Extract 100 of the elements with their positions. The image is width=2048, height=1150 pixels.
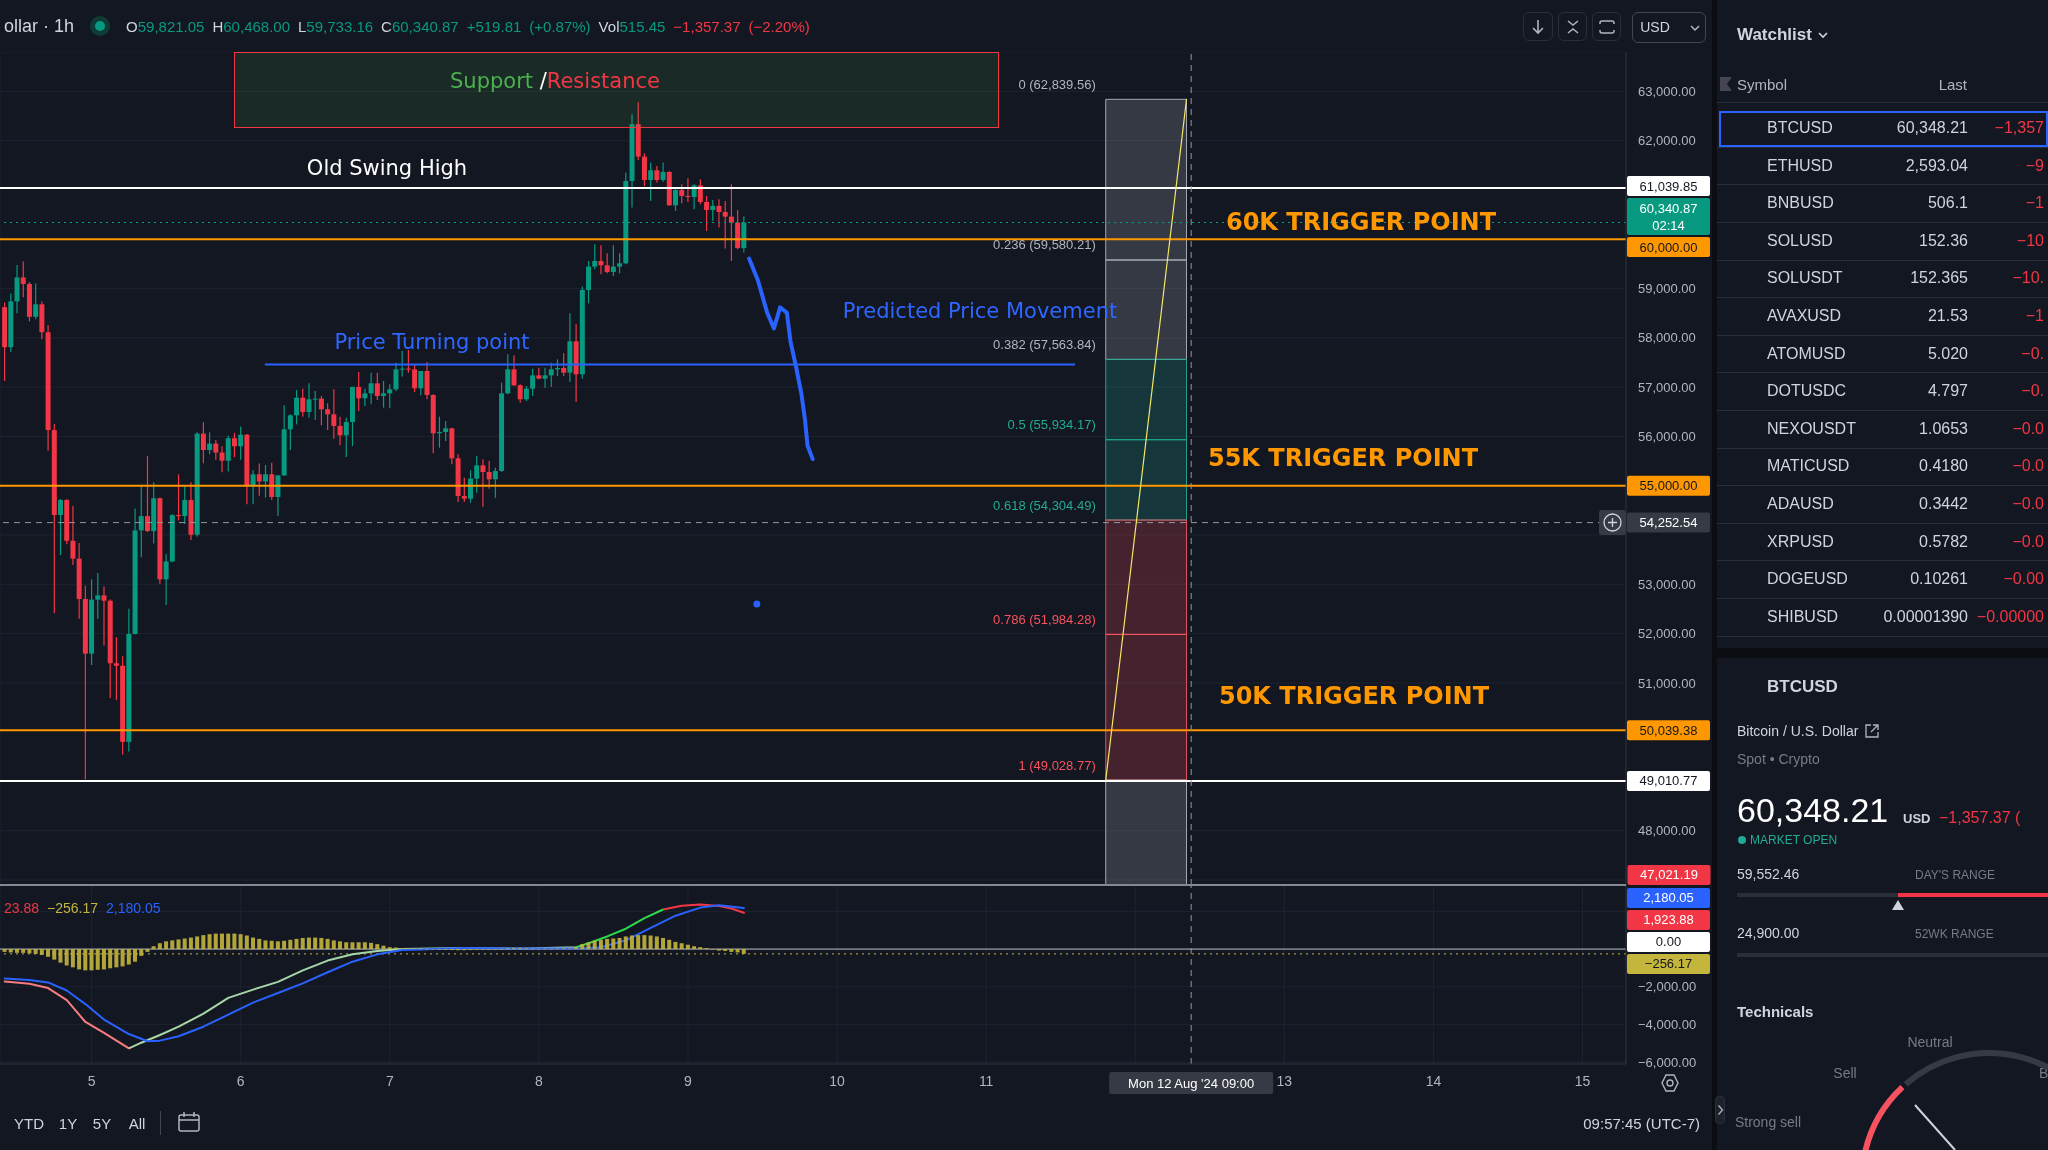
candlestick bbox=[362, 388, 368, 407]
candlestick bbox=[200, 421, 206, 464]
text: 09:57:45 (UTC-7) bbox=[1583, 1114, 1700, 1132]
candlestick bbox=[144, 455, 150, 533]
band-label: 0.618 (54,304.49) bbox=[993, 497, 1096, 513]
annotation: Support /Resistance bbox=[450, 69, 660, 93]
text: MATICUSD bbox=[1767, 457, 1850, 476]
text: NEXOUSDT bbox=[1767, 419, 1856, 438]
bar bbox=[611, 938, 616, 950]
annotation: Predicted Price Movement bbox=[842, 299, 1118, 323]
band-label: 0.786 (51,984.28) bbox=[993, 611, 1096, 627]
bar bbox=[294, 938, 299, 950]
bar bbox=[661, 937, 666, 950]
candlestick bbox=[113, 636, 119, 701]
y-tick-label: 56,000.00 bbox=[1638, 429, 1696, 445]
candlestick bbox=[95, 572, 101, 620]
bar bbox=[679, 943, 684, 950]
text: Strong sell bbox=[1734, 1114, 1802, 1130]
candlestick bbox=[685, 177, 691, 203]
bar bbox=[673, 941, 678, 950]
candlestick bbox=[14, 264, 20, 314]
bar bbox=[263, 940, 268, 950]
candlestick bbox=[231, 432, 237, 458]
candlestick bbox=[728, 183, 734, 262]
text: −9 bbox=[2025, 156, 2044, 175]
band-label: 1 (49,028.77) bbox=[1018, 757, 1096, 773]
text: ETHUSD bbox=[1767, 156, 1833, 175]
annotation: 0 (62,839.56) bbox=[1018, 76, 1096, 92]
bar bbox=[654, 936, 659, 950]
y-tick-label: 59,000.00 bbox=[1638, 281, 1696, 297]
text: All bbox=[128, 1114, 146, 1132]
text: SHIBUSD bbox=[1767, 607, 1839, 626]
candlestick bbox=[480, 458, 486, 508]
candlestick bbox=[263, 464, 269, 499]
bar bbox=[207, 934, 212, 950]
bar bbox=[648, 935, 653, 950]
text: BTCUSD bbox=[1767, 119, 1833, 137]
ref-line-label: 60,340.87 02:14 bbox=[1639, 200, 1698, 233]
candlestick bbox=[356, 371, 362, 412]
text: DAY'S RANGE bbox=[1915, 868, 1996, 882]
text: 5.020 bbox=[1927, 344, 1968, 363]
y-tick-label: 52,000.00 bbox=[1638, 626, 1696, 642]
ref-line-label: Mon 12 Aug '24 09:00 bbox=[1128, 1075, 1255, 1091]
annotation: 50K TRIGGER POINT bbox=[1218, 682, 1490, 710]
text: −0.00 bbox=[2003, 570, 2044, 589]
candlestick bbox=[163, 553, 169, 606]
candlestick bbox=[474, 455, 480, 494]
bar bbox=[275, 941, 280, 950]
candlestick bbox=[312, 390, 318, 421]
text: DOGEUSD bbox=[1767, 570, 1848, 589]
band-label: 0.5 (55,934.17) bbox=[1007, 417, 1096, 433]
text: USD bbox=[1903, 810, 1931, 826]
text: −10 bbox=[2016, 231, 2044, 250]
x-tick-label: 11 bbox=[978, 1072, 994, 1089]
candlestick bbox=[238, 425, 244, 461]
candlestick bbox=[287, 413, 293, 451]
text: 152.365 bbox=[1910, 269, 1968, 288]
y-tick-label: 58,000.00 bbox=[1638, 330, 1696, 346]
text: −0. bbox=[2021, 382, 2044, 401]
annotation: Price Turning point bbox=[334, 330, 530, 354]
text: −0.0 bbox=[2012, 419, 2044, 438]
text: −10. bbox=[2012, 269, 2044, 288]
candlestick bbox=[331, 388, 337, 440]
bar bbox=[331, 940, 336, 950]
candlestick bbox=[337, 416, 343, 446]
candlestick bbox=[679, 183, 685, 204]
text: 0.5782 bbox=[1919, 532, 1968, 551]
candlestick bbox=[225, 435, 231, 473]
candlestick bbox=[697, 178, 703, 205]
bar bbox=[685, 944, 690, 950]
bar bbox=[257, 938, 262, 950]
bar bbox=[201, 935, 206, 950]
bar bbox=[636, 935, 641, 950]
y-tick-label: 51,000.00 bbox=[1638, 675, 1696, 691]
text: Last bbox=[1938, 75, 1967, 93]
candlestick bbox=[722, 200, 728, 250]
text: 1Y bbox=[58, 1114, 78, 1132]
candlestick bbox=[300, 388, 306, 418]
text: −1,357 bbox=[1994, 119, 2044, 137]
x-tick-label: 8 bbox=[535, 1072, 543, 1089]
y-tick-label: −4,000.00 bbox=[1638, 1017, 1697, 1033]
text: BTCUSD bbox=[1767, 677, 1838, 697]
candlestick bbox=[33, 282, 39, 320]
x-tick-label: 15 bbox=[1574, 1072, 1591, 1089]
bar bbox=[157, 943, 162, 950]
candlestick bbox=[511, 354, 517, 387]
ref-line-label: 50,039.38 bbox=[1639, 722, 1698, 738]
annotation: 60K TRIGGER POINT bbox=[1225, 208, 1497, 236]
candlestick bbox=[517, 383, 523, 404]
text: 1,923.88 bbox=[1643, 912, 1694, 928]
candlestick bbox=[381, 380, 387, 409]
bar bbox=[375, 944, 380, 950]
text: 21.53 bbox=[1927, 307, 1968, 325]
bar bbox=[251, 937, 256, 950]
text: ADAUSD bbox=[1767, 495, 1834, 513]
text: 2,180.05 bbox=[1643, 890, 1694, 906]
candlestick bbox=[648, 162, 654, 202]
candlestick bbox=[306, 382, 312, 419]
text: 152.36 bbox=[1919, 231, 1968, 250]
bar bbox=[58, 949, 63, 963]
